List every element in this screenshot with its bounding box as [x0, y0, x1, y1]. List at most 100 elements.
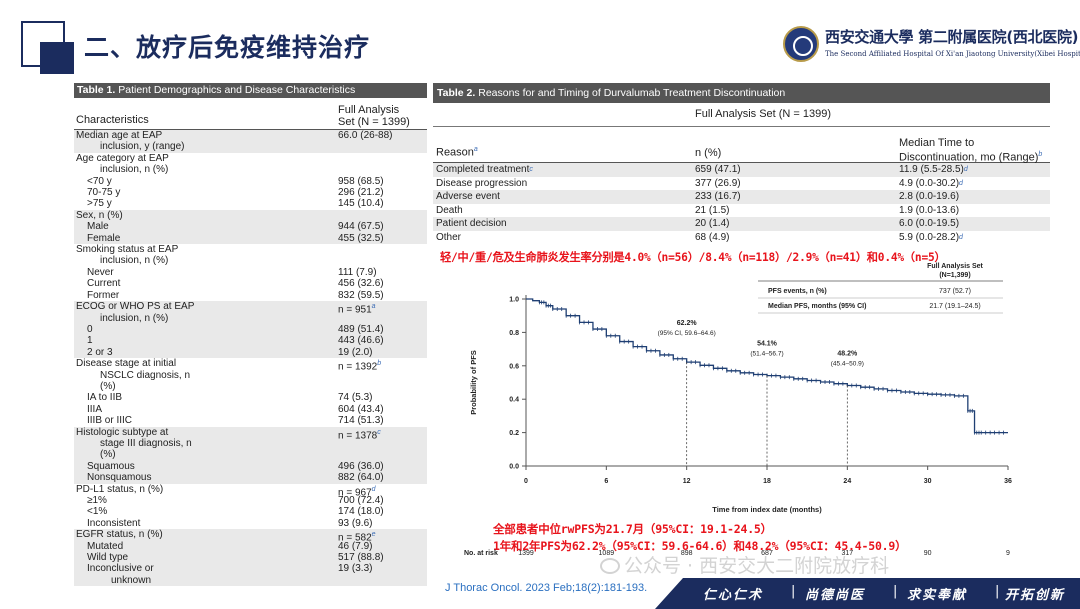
- logo-english-name: The Second Affiliated Hospital Of Xi'an …: [825, 50, 1080, 58]
- table1-row-label: <1%: [87, 506, 108, 518]
- table2-cell-n: 68 (4.9): [695, 231, 730, 243]
- table1-row: 1 443 (46.6): [74, 335, 427, 347]
- table1-row-label: Female: [87, 232, 121, 244]
- table1-row-label: Male: [87, 221, 109, 233]
- table1-row-label: IIIB or IIIC: [87, 415, 133, 427]
- table2-cell-reason: Disease progression: [436, 177, 528, 189]
- table1-column-headers: Characteristics Full Analysis Set (N = 13…: [74, 98, 427, 130]
- footer-separator: |: [791, 584, 796, 599]
- footer-motto: 开拓创新: [1005, 588, 1066, 603]
- table1-body: Median age at EAP inclusion, y (range) 66.…: [74, 130, 427, 587]
- x-tick-label: 30: [924, 478, 932, 485]
- table1-row-label: IA to IIB: [87, 392, 123, 404]
- table1-row: Squamous 496 (36.0): [74, 460, 427, 473]
- table1-row-label: IIIA: [87, 403, 103, 415]
- table2-cell-reason: Completed treatment c: [436, 164, 533, 175]
- table1-row-label: Disease stage at initial NSCLC diagnosis,…: [76, 358, 191, 392]
- table2-cell-n: 233 (16.7): [695, 191, 741, 203]
- table1-row: >75 y 145 (10.4): [74, 198, 427, 209]
- table1-row-value: 455 (32.5): [338, 232, 384, 244]
- y-tick-label: 0.0: [509, 464, 519, 471]
- table1-row: EGFR status, n (%) n = 582e: [74, 529, 427, 544]
- table1-row-label: Current: [87, 278, 121, 290]
- table1-row: Current 456 (32.6): [74, 278, 427, 289]
- table1-row-label: Smoking status at EAP inclusion, n (%): [76, 244, 179, 267]
- table1-row-label: EGFR status, n (%): [76, 529, 163, 541]
- table1-row-value: 456 (32.6): [338, 278, 384, 290]
- table1-row: Sex, n (%): [74, 209, 427, 222]
- table1-row-value: 19 (3.3): [338, 563, 373, 575]
- inset-row-label: Median PFS, months (95% CI): [768, 303, 866, 310]
- pfs-rates-note: 1年和2年PFS为62.2%（95%CI：59.6-64.6）和48.2%（95…: [493, 539, 907, 553]
- table2-cell-time: 2.8 (0.0-19.6): [899, 191, 960, 203]
- table1-row-value: 958 (68.5): [338, 175, 384, 187]
- table1-row-value: n = 967d: [338, 485, 376, 498]
- annotation-label: 48.2%: [837, 351, 858, 358]
- table2-cell-reason: Death: [436, 204, 463, 216]
- at-risk-count: 90: [924, 550, 932, 557]
- table1-row-value: 700 (72.4): [338, 495, 384, 506]
- table1-row-label: ≥1%: [87, 495, 107, 506]
- table1-row-label: Inconsistent: [87, 517, 141, 529]
- table1-row-label: Median age at EAP inclusion, y (range): [76, 130, 185, 153]
- table1-row-label: 0: [87, 323, 93, 335]
- header-decoration: [21, 21, 74, 74]
- annotation-ci: (95% CI, 59.6–64.6): [658, 330, 716, 337]
- at-risk-label: No. at risk: [464, 550, 498, 557]
- table1-title: Table 1. Patient Demographics and Diseas…: [74, 83, 427, 98]
- table1-row: <70 y 958 (68.5): [74, 176, 427, 187]
- table2-title: Table 2. Reasons for and Timing of Durva…: [433, 83, 1050, 103]
- table2-cell-time: 11.9 (5.5-28.5) d: [899, 164, 968, 175]
- table1-row-value: 489 (51.4): [338, 323, 384, 335]
- footer-separator: |: [995, 584, 1000, 599]
- table2-col-time: Median Time to Discontinuation, mo (Range…: [899, 137, 1043, 164]
- table1-row-value: n = 582e: [338, 531, 376, 544]
- table1-row: 0 489 (51.4): [74, 323, 427, 336]
- table1-col-full-analysis: Full Analysis Set (N = 1399): [338, 104, 410, 128]
- logo-chinese-name: 西安交通大學 第二附属医院(西北医院): [825, 28, 1079, 46]
- inset-header: Full Analysis Set: [927, 263, 983, 270]
- inset-header-n: (N=1,399): [939, 272, 970, 279]
- footer-motto: 求实奉献: [907, 588, 968, 603]
- table1-row-value: 66.0 (26-88): [338, 130, 393, 141]
- table2-cell-reason: Patient decision: [436, 218, 507, 230]
- footer-banner: 仁心仁术 | 尚德尚医 | 求实奉献 | 开拓创新: [655, 578, 1080, 609]
- table1-row: Inconclusive or unknown 19 (3.3): [74, 563, 427, 587]
- table1-row-value: 882 (64.0): [338, 472, 384, 484]
- table1-row-value: 74 (5.3): [338, 392, 373, 404]
- table2-cell-n: 20 (1.4): [695, 218, 730, 230]
- table1-row-value: 19 (2.0): [338, 346, 373, 358]
- table2-row: Adverse event 233 (16.7) 2.8 (0.0-19.6): [433, 190, 1050, 204]
- table1-row-value: 714 (51.3): [338, 415, 384, 427]
- table1-row-value: 296 (21.2): [338, 187, 384, 199]
- table1-row: Nonsquamous 882 (64.0): [74, 472, 427, 484]
- table1-row-label: PD-L1 status, n (%): [76, 483, 164, 495]
- table1-col-characteristics: Characteristics: [76, 114, 149, 126]
- table1-row-value: 93 (9.6): [338, 517, 373, 529]
- table1-row: 70-75 y 296 (21.2): [74, 187, 427, 198]
- table1-row: Female 455 (32.5): [74, 232, 427, 245]
- table1-row-label: 70-75 y: [87, 187, 121, 199]
- table2-row: Death 21 (1.5) 1.9 (0.0-13.6): [433, 204, 1050, 218]
- hospital-seal-icon: [783, 26, 819, 62]
- table2-row: Completed treatment c 659 (47.1) 11.9 (5.5-…: [433, 163, 1050, 177]
- table-patient-demographics: Table 1. Patient Demographics and Diseas…: [74, 83, 427, 599]
- table1-row-label: Sex, n (%): [76, 209, 123, 221]
- table1-row: Former 832 (59.5): [74, 290, 427, 301]
- x-tick-label: 0: [524, 478, 528, 485]
- table1-row-value: 174 (18.0): [338, 506, 384, 518]
- table1-row: Wild type 517 (88.8): [74, 552, 427, 564]
- at-risk-count: 1089: [599, 550, 615, 557]
- table2-cell-time: 1.9 (0.0-13.6): [899, 204, 960, 216]
- inset-row-value: 737 (52.7): [939, 288, 971, 295]
- table2-row: Disease progression 377 (26.9) 4.9 (0.0-30…: [433, 177, 1050, 191]
- table1-row: 2 or 3 19 (2.0): [74, 346, 427, 359]
- table1-row-value: n = 1392b: [338, 360, 382, 373]
- table1-row-label: Histologic subtype at stage III diagnosis…: [76, 426, 192, 461]
- table2-col-reason: Reasona: [436, 146, 478, 159]
- x-tick-label: 36: [1004, 478, 1012, 485]
- x-axis-label: Time from index date (months): [712, 505, 822, 514]
- median-pfs-note: 全部患者中位rwPFS为21.7月（95%CI：19.1-24.5）: [493, 522, 772, 536]
- y-tick-label: 0.8: [509, 330, 519, 337]
- table1-row: Never 111 (7.9): [74, 267, 427, 278]
